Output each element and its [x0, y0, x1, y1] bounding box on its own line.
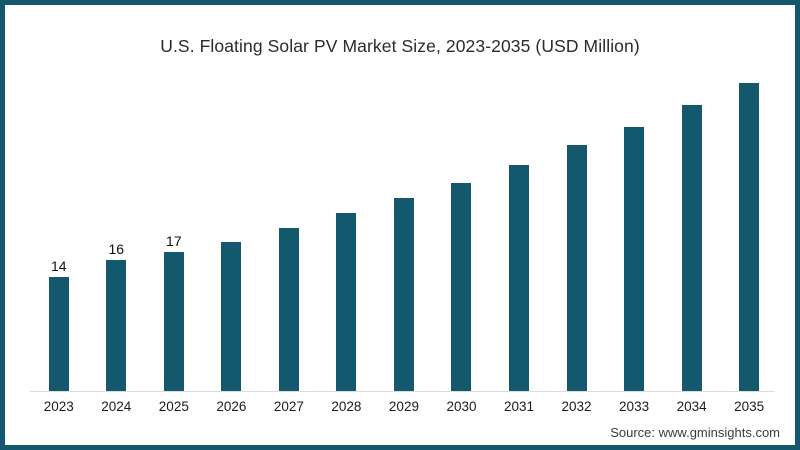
bar-value-label-2023: 14	[50, 258, 67, 274]
bar-2029	[393, 198, 414, 391]
x-axis-tick-label-2023: 2023	[43, 399, 74, 414]
bar-2023	[48, 277, 69, 391]
bar-2034	[681, 105, 702, 391]
x-axis-tick-label-2024: 2024	[101, 399, 132, 414]
bar-slot-2030	[433, 71, 491, 391]
x-axis-tick-label-2032: 2032	[561, 399, 592, 414]
x-axis-tick-label-2031: 2031	[503, 399, 535, 414]
x-axis-tick-label-2033: 2033	[619, 399, 650, 414]
bar-2032	[566, 145, 587, 391]
bar-2033	[624, 127, 645, 391]
x-axis-ticks: 2023 2024 2025 2026 2027 2028 2029 2030 2031 2032…	[30, 399, 778, 414]
x-axis-tick-label-2027: 2027	[273, 399, 304, 414]
x-axis-tick-label-2034: 2034	[676, 399, 707, 414]
x-axis-tick-label-2028: 2028	[331, 399, 362, 414]
bar-slot-2034	[663, 71, 721, 391]
bar-2030	[451, 183, 472, 391]
bar-slot-2033	[605, 71, 663, 391]
x-axis-tick-label-2026: 2026	[216, 399, 247, 414]
x-axis-tick-label-2029: 2029	[388, 399, 419, 414]
bar-slot-2032	[548, 71, 606, 391]
bar-slot-2024: 16	[88, 71, 146, 391]
bar-slot-2031	[490, 71, 548, 391]
source-credit: Source: www.gminsights.com	[610, 425, 780, 440]
bar-2031	[509, 165, 530, 391]
bar-2027	[278, 228, 299, 391]
x-axis-tick-label-2025: 2025	[158, 399, 189, 414]
bar-2028	[336, 213, 357, 391]
chart-title: U.S. Floating Solar PV Market Size, 2023…	[160, 36, 640, 56]
bar-value-label-2025: 17	[166, 233, 182, 249]
bar-slot-2028	[318, 71, 376, 391]
bar-slot-2025: 17	[145, 71, 203, 391]
bar-2035	[739, 83, 760, 391]
bar-2024	[106, 260, 127, 391]
plot-area: 14 16 17	[30, 71, 778, 391]
bar-slot-2026	[203, 71, 261, 391]
bar-2025	[163, 252, 184, 391]
bar-2026	[221, 242, 242, 391]
bar-slot-2035	[720, 71, 778, 391]
bar-slot-2027	[260, 71, 318, 391]
bar-slot-2023: 14	[30, 71, 88, 391]
bar-slot-2029	[375, 71, 433, 391]
x-axis-tick-label-2035: 2035	[734, 399, 765, 414]
bar-value-label-2024: 16	[108, 241, 125, 257]
x-axis-tick-label-2030: 2030	[446, 399, 477, 414]
x-axis-line	[30, 391, 775, 392]
